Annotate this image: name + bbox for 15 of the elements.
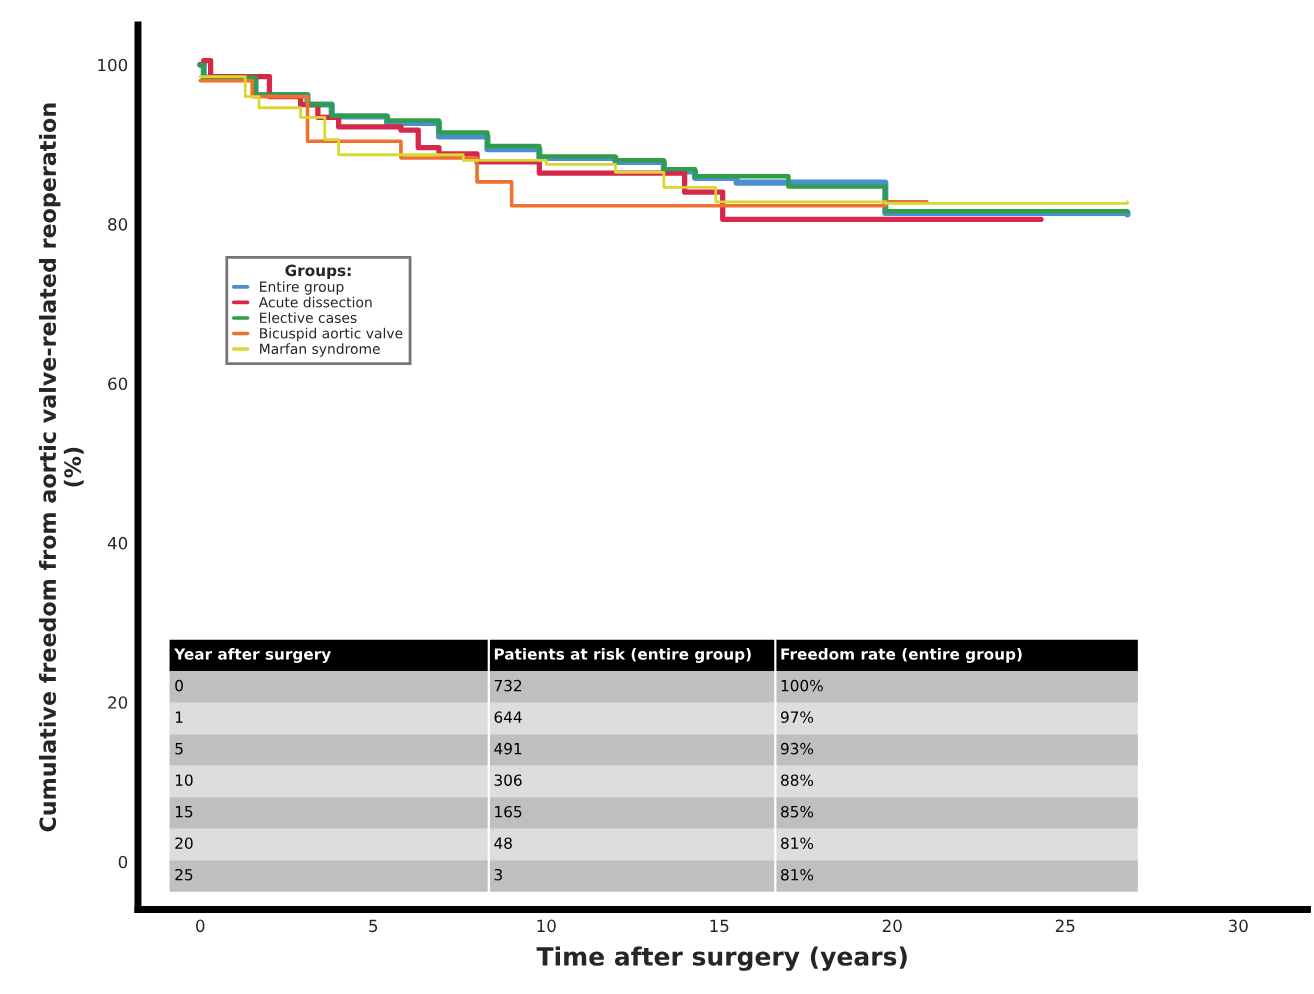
x-tick-label: 10: [537, 919, 556, 933]
y-tick-label: 40: [107, 536, 128, 550]
x-tick-label: 15: [710, 919, 729, 933]
y-tick-label: 100: [98, 58, 128, 72]
x-tick-label: 0: [196, 919, 205, 933]
y-tick-label: 0: [118, 855, 128, 869]
y-tick-label: 60: [108, 377, 128, 391]
x-tick-label: 5: [369, 919, 378, 933]
y-tick-label: 20: [108, 696, 128, 709]
x-tick-label: 25: [1055, 919, 1075, 933]
y-axis-title: Cumulative freedom from aortic valve-related reoperation (%): [38, 103, 84, 832]
x-axis-title: Time after surgery (years): [536, 946, 907, 971]
x-tick-label: 20: [882, 919, 902, 933]
y-tick-label: 80: [108, 218, 128, 231]
x-tick-label: 30: [1228, 919, 1248, 933]
